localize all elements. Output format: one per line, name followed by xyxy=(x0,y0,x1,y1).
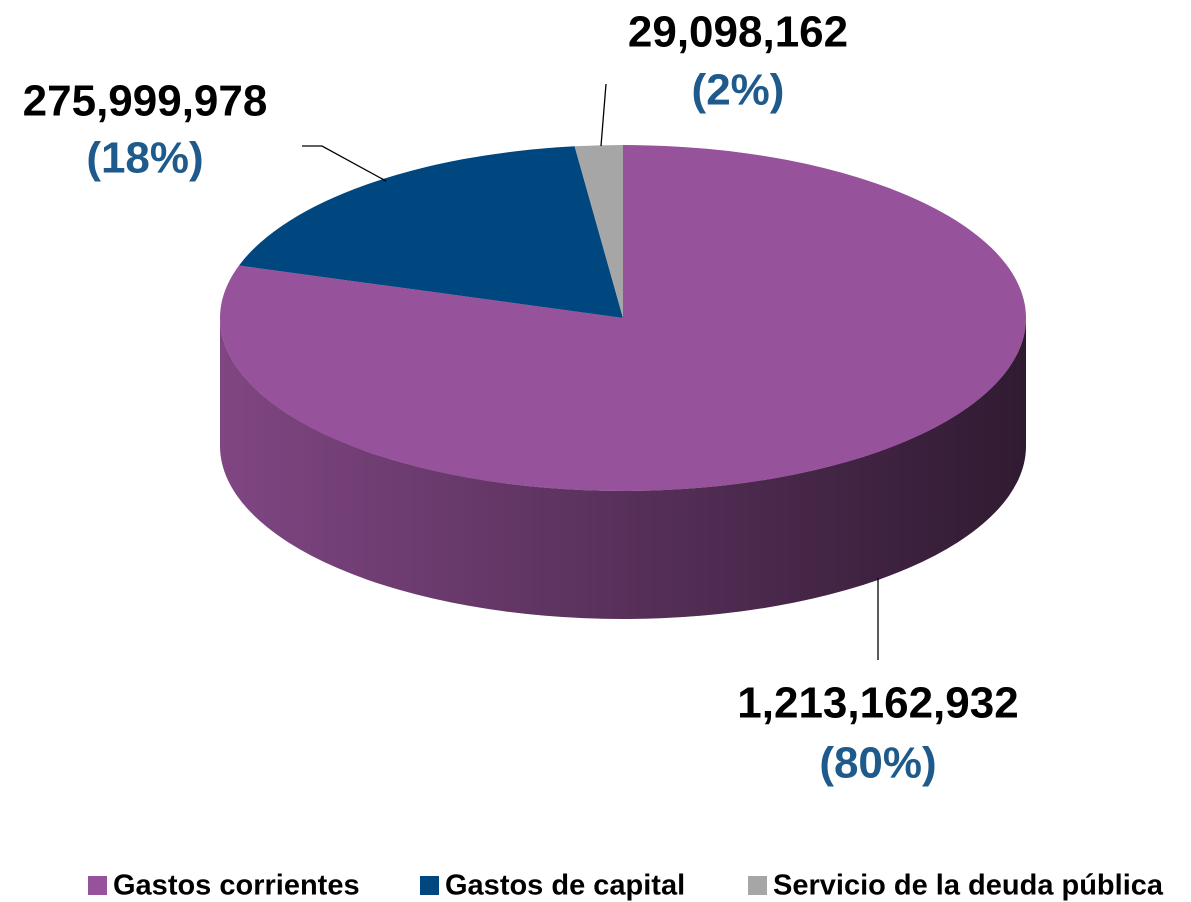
legend-swatch xyxy=(748,876,767,895)
legend-swatch xyxy=(88,876,107,895)
slice xyxy=(219,145,1026,491)
pie xyxy=(219,145,1026,619)
leader-line xyxy=(600,83,607,147)
value-label: 29,098,162 xyxy=(628,8,848,57)
value-label: 1,213,162,932 xyxy=(737,679,1018,728)
legend-label: Gastos de capital xyxy=(445,870,685,902)
slice xyxy=(238,146,623,318)
percent-label: (18%) xyxy=(86,134,203,183)
slice-side-shade xyxy=(220,318,1026,619)
slice xyxy=(574,145,623,318)
legend-swatch xyxy=(420,876,439,895)
legend-label: Gastos corrientes xyxy=(113,870,360,902)
leader-line xyxy=(302,145,387,182)
value-label: 275,999,978 xyxy=(23,77,268,126)
legend-label: Servicio de la deuda pública xyxy=(773,870,1164,902)
legend: Gastos corrientes Gastos de capital Servic… xyxy=(88,870,1164,902)
percent-label: (2%) xyxy=(692,66,785,115)
percent-label: (80%) xyxy=(819,739,936,788)
